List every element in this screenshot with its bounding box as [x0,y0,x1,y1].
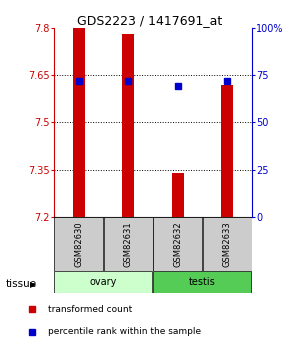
Text: ▶: ▶ [30,280,36,289]
Bar [203,217,251,271]
Text: GSM82632: GSM82632 [173,221,182,267]
Bar [122,34,134,217]
Text: ovary: ovary [90,277,117,287]
Bar [104,217,152,271]
Text: tissue: tissue [6,279,37,289]
Bar [221,85,233,217]
Text: GSM82630: GSM82630 [74,221,83,267]
Bar [55,217,103,271]
Text: testis: testis [189,277,216,287]
Text: GSM82633: GSM82633 [223,221,232,267]
Bar [154,271,250,293]
Bar [55,271,152,293]
Text: GDS2223 / 1417691_at: GDS2223 / 1417691_at [77,14,223,27]
Text: transformed count: transformed count [48,305,132,314]
Text: percentile rank within the sample: percentile rank within the sample [48,327,201,336]
Bar [154,217,202,271]
Bar [73,28,85,217]
Bar [172,173,184,217]
Text: GSM82631: GSM82631 [124,221,133,267]
